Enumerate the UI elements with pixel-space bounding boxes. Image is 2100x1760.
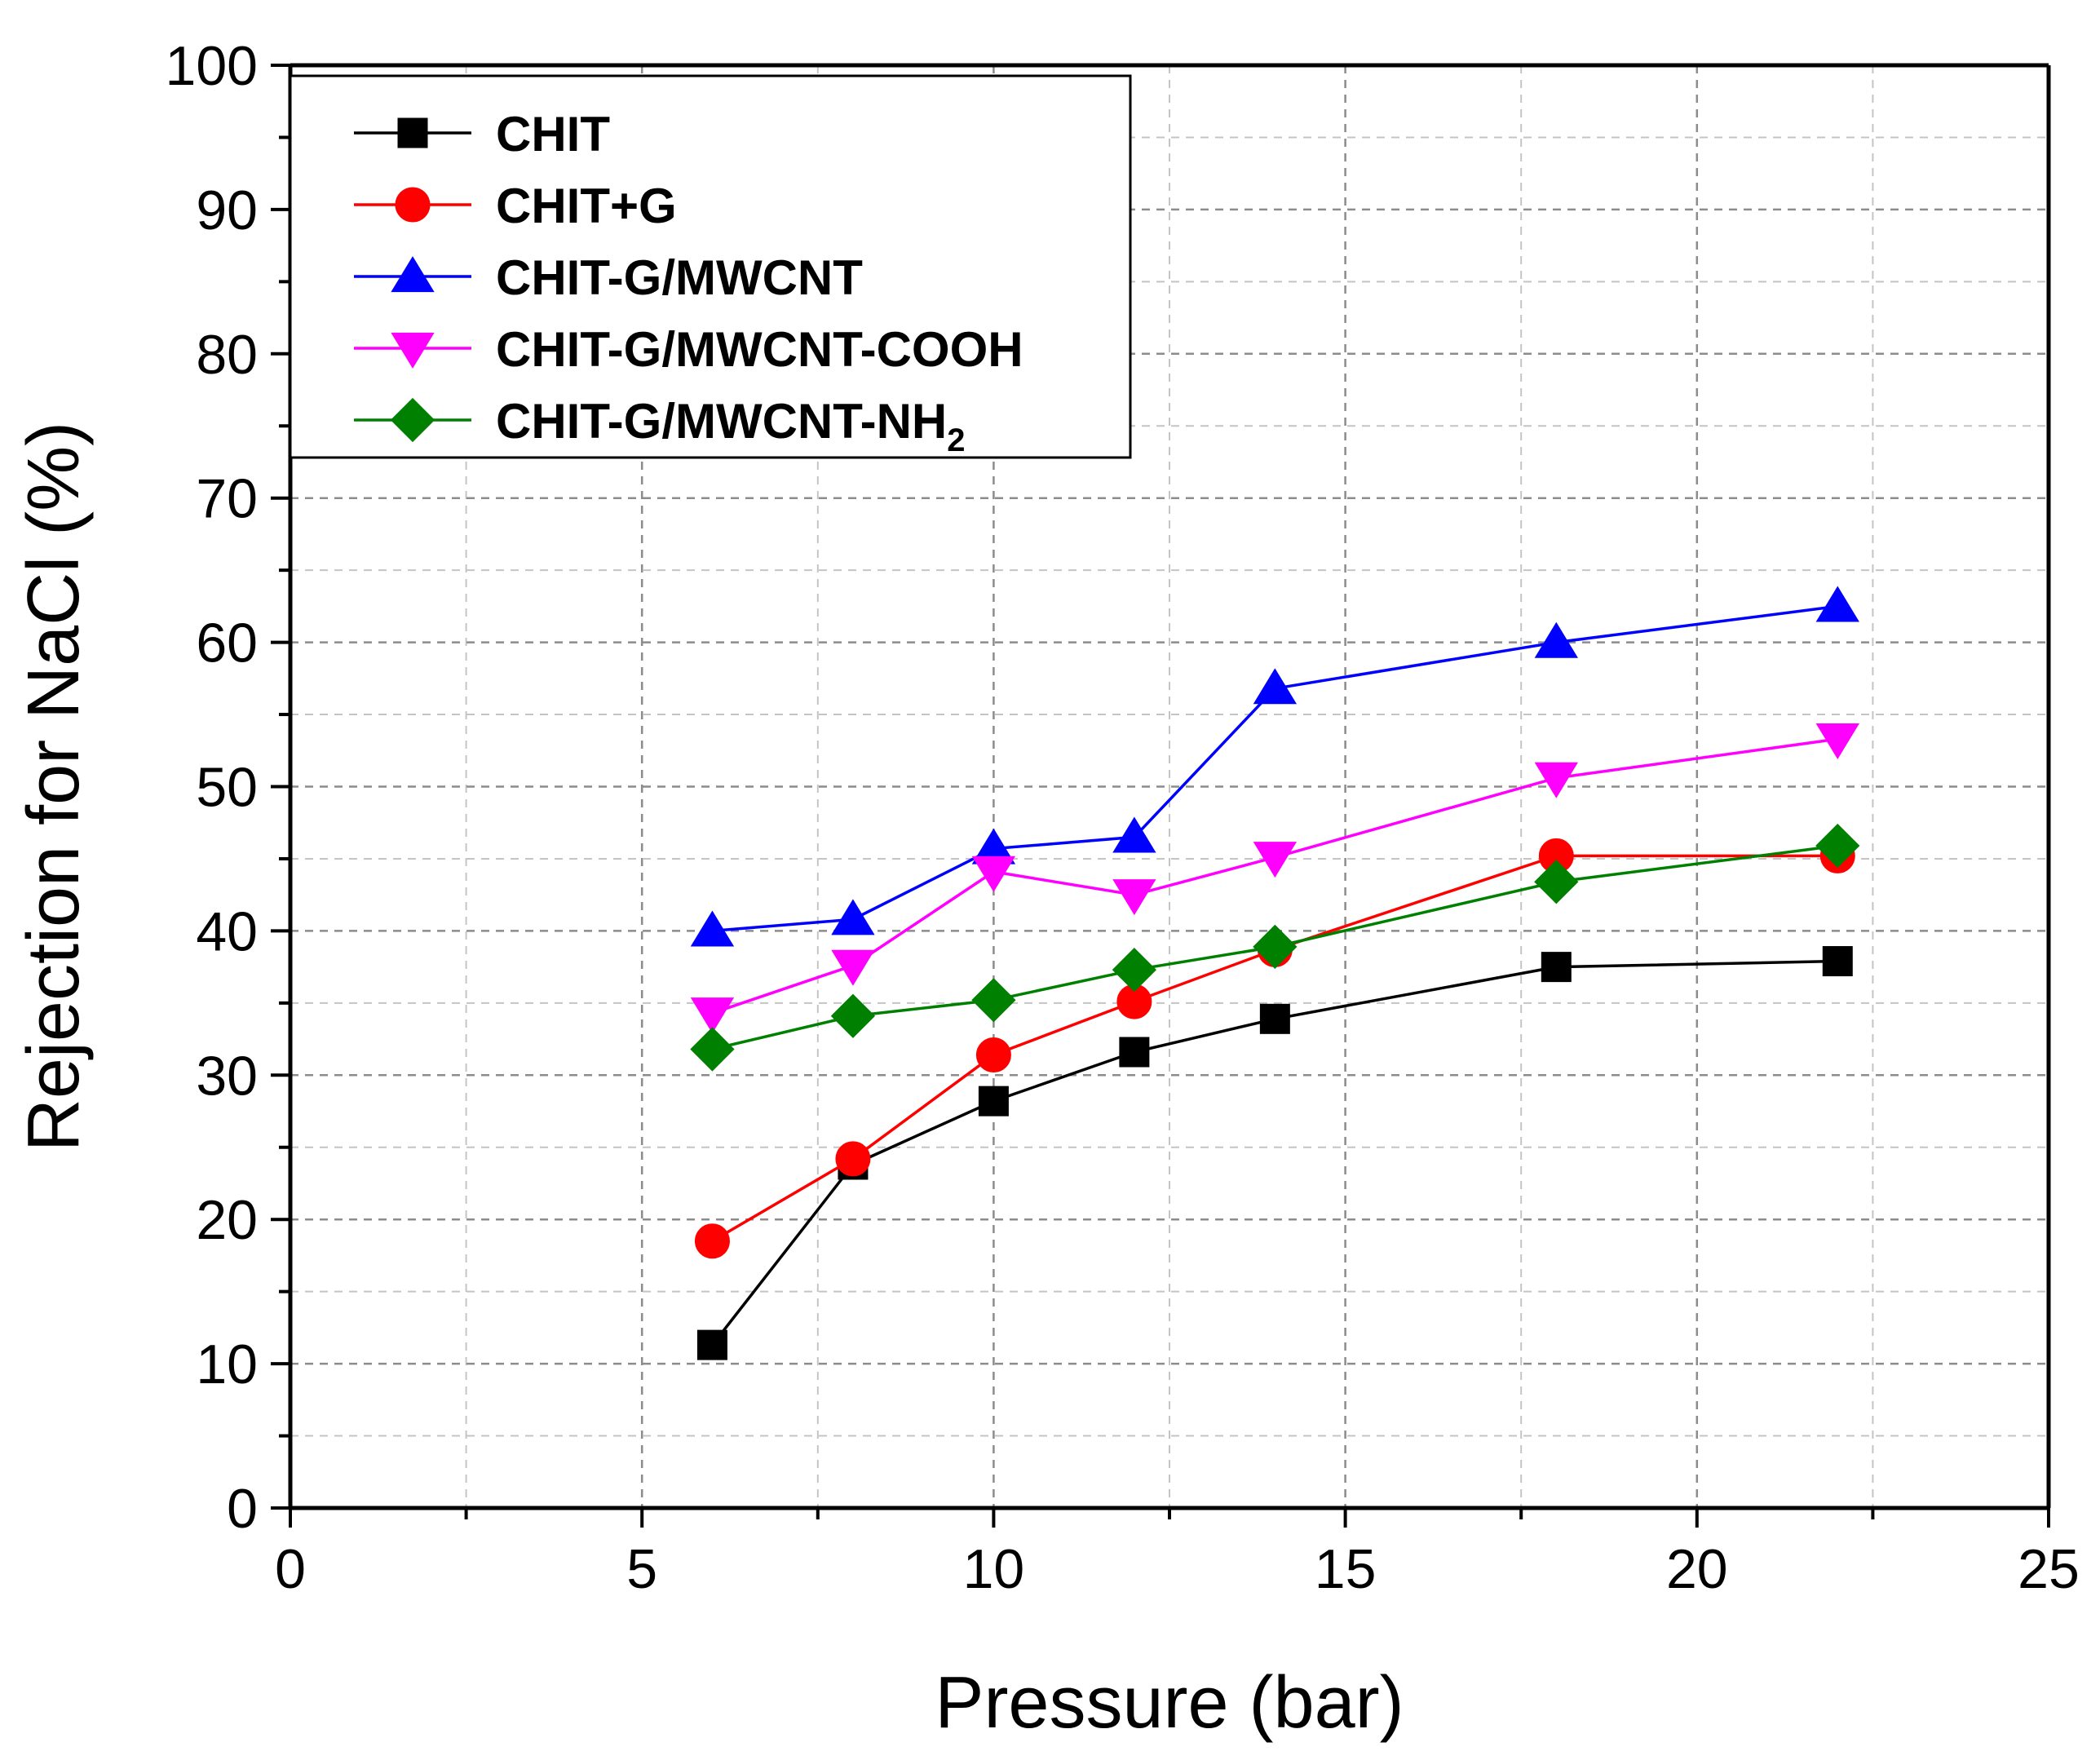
x-tick-label: 0 xyxy=(275,1538,306,1600)
y-tick-label: 80 xyxy=(196,324,258,386)
legend-item-chit: CHIT xyxy=(354,107,610,161)
data-point-chit-g-mwcnt-nh2 xyxy=(1815,823,1860,869)
data-point-chit xyxy=(1541,952,1572,983)
x-tick-label: 5 xyxy=(626,1538,657,1600)
y-tick-label: 0 xyxy=(227,1478,258,1540)
legend-label-main: CHIT+G xyxy=(496,179,677,233)
y-axis-ticks: 0 10 20 30 40 50 60 70 80 90 100 xyxy=(166,35,290,1540)
series-chit-g-mwcnt-cooh xyxy=(690,723,1859,1034)
legend-label-subscript: 2 xyxy=(947,422,965,458)
legend-label: CHIT-G/MWCNT xyxy=(496,250,863,305)
legend-label-main: CHIT-G/MWCNT-NH xyxy=(496,394,947,449)
data-point-chit-g xyxy=(835,1141,871,1177)
data-point-chit-g-mwcnt xyxy=(1112,816,1156,853)
legend-marker xyxy=(391,256,435,293)
series-group xyxy=(690,586,1860,1360)
legend-item-chit-g-mwcnt-nh2: CHIT-G/MWCNT-NH2 xyxy=(354,394,966,458)
legend-label-main: CHIT-G/MWCNT-COOH xyxy=(496,322,1023,377)
y-tick-label: 40 xyxy=(196,900,258,962)
data-point-chit-g-mwcnt xyxy=(690,910,735,947)
legend-marker xyxy=(390,397,435,443)
data-point-chit-g-mwcnt-cooh xyxy=(690,997,735,1034)
legend-label: CHIT-G/MWCNT-NH2 xyxy=(496,394,966,458)
y-axis-title: Rejection for NaCl (%) xyxy=(13,422,95,1152)
x-tick-label: 20 xyxy=(1666,1538,1728,1600)
data-point-chit-g xyxy=(975,1037,1011,1073)
data-point-chit-g-mwcnt-cooh xyxy=(831,949,875,986)
y-tick-label: 20 xyxy=(196,1189,258,1251)
y-tick-label: 70 xyxy=(196,468,258,530)
y-tick-label: 90 xyxy=(196,179,258,241)
y-tick-label: 30 xyxy=(196,1045,258,1107)
legend-marker xyxy=(395,187,431,223)
series-chit-g-mwcnt-nh2 xyxy=(690,823,1860,1072)
data-point-chit-g-mwcnt xyxy=(1253,668,1298,705)
x-axis-ticks: 0 5 10 15 20 25 xyxy=(275,1508,2080,1600)
x-axis-title: Pressure (bar) xyxy=(935,1662,1404,1744)
legend: CHIT CHIT+G CHIT-G/MWCNT CHIT-G/MWCNT-COOH C… xyxy=(289,74,1132,459)
y-tick-label: 10 xyxy=(196,1333,258,1395)
data-point-chit xyxy=(1822,946,1853,977)
legend-item-chit-g-mwcnt-cooh: CHIT-G/MWCNT-COOH xyxy=(354,322,1023,377)
data-point-chit-g-mwcnt-cooh xyxy=(1534,762,1578,798)
data-point-chit-g-mwcnt-cooh xyxy=(1253,842,1298,878)
data-point-chit-g-mwcnt-cooh xyxy=(1815,723,1859,760)
legend-label: CHIT+G xyxy=(496,179,677,233)
data-point-chit-g xyxy=(694,1223,730,1259)
axes xyxy=(288,63,2051,1510)
data-point-chit-g-mwcnt-cooh xyxy=(971,856,1016,892)
data-point-chit xyxy=(1259,1003,1290,1034)
data-point-chit xyxy=(696,1329,727,1360)
y-tick-label: 50 xyxy=(196,757,258,819)
x-tick-label: 15 xyxy=(1315,1538,1377,1600)
data-point-chit-g-mwcnt-nh2 xyxy=(1112,948,1157,993)
legend-item-chit-g: CHIT+G xyxy=(354,179,677,233)
legend-item-chit-g-mwcnt: CHIT-G/MWCNT xyxy=(354,250,863,305)
data-point-chit-g-mwcnt-nh2 xyxy=(971,978,1016,1023)
data-point-chit-g-mwcnt xyxy=(831,899,875,935)
y-tick-label: 100 xyxy=(166,35,258,97)
data-point-chit-g-mwcnt-nh2 xyxy=(1534,860,1579,904)
legend-marker xyxy=(397,117,428,148)
data-point-chit xyxy=(978,1086,1009,1117)
data-point-chit-g-mwcnt xyxy=(1534,621,1578,658)
data-point-chit-g-mwcnt-nh2 xyxy=(690,1027,735,1072)
x-tick-label: 10 xyxy=(963,1538,1025,1600)
legend-label: CHIT xyxy=(496,107,610,161)
legend-marker xyxy=(391,332,435,369)
legend-label-main: CHIT-G/MWCNT xyxy=(496,250,863,305)
data-point-chit-g-mwcnt xyxy=(1815,586,1859,622)
legend-label-main: CHIT xyxy=(496,107,610,161)
x-tick-label: 25 xyxy=(2018,1538,2080,1600)
series-chit-g-mwcnt xyxy=(690,586,1859,947)
legend-label: CHIT-G/MWCNT-COOH xyxy=(496,322,1023,377)
y-tick-label: 60 xyxy=(196,612,258,674)
legend-box xyxy=(289,74,1132,459)
data-point-chit-g-mwcnt-cooh xyxy=(1112,879,1156,916)
data-point-chit-g-mwcnt-nh2 xyxy=(830,993,876,1038)
data-point-chit-g-mwcnt-nh2 xyxy=(1253,924,1298,969)
data-point-chit xyxy=(1119,1037,1150,1068)
